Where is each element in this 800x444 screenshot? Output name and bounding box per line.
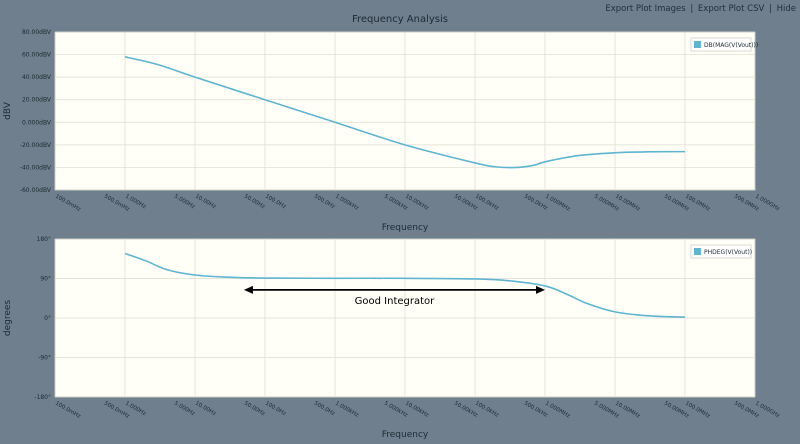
magnitude-xtick-label: 100.0mHz	[54, 194, 81, 213]
magnitude-series-line	[124, 56, 686, 169]
magnitude-xtick-label: 10.00kHz	[404, 194, 430, 212]
phase-y-axis-label: degrees	[3, 300, 13, 337]
magnitude-legend-swatch	[694, 41, 701, 48]
phase-xtick-label: 500.0Hz	[313, 401, 336, 418]
hide-link[interactable]: Hide	[776, 4, 796, 14]
link-separator: |	[690, 4, 694, 14]
phase-xtick-label: 100.0mHz	[54, 401, 81, 420]
magnitude-xtick-label: 5.000Hz	[173, 194, 196, 211]
magnitude-legend-label: DB(MAG(V(Vout)))	[704, 42, 758, 49]
magnitude-ytick-label: 60.00dBV	[22, 52, 52, 59]
phase-xtick-label: 100.0kHz	[474, 401, 500, 419]
phase-legend-label: PHDEG(V(Vout))	[704, 249, 752, 256]
phase-xtick-label: 5.000Hz	[173, 401, 196, 418]
phase-xtick-label: 1.000MHz	[544, 401, 571, 420]
magnitude-ytick-label: -40.00dBV	[20, 164, 52, 171]
magnitude-x-axis-label: Frequency	[382, 223, 429, 233]
annotation-label: Good Integrator	[355, 296, 435, 307]
phase-x-axis-label: Frequency	[382, 430, 429, 440]
magnitude-ytick-label: 0.000dBV	[22, 119, 52, 126]
link-separator: |	[769, 4, 772, 14]
magnitude-ytick-label: 40.00dBV	[22, 74, 52, 81]
phase-legend-swatch	[694, 248, 701, 255]
phase-series-line	[124, 252, 686, 318]
magnitude-xtick-label: 1.000kHz	[334, 194, 360, 212]
phase-ytick-label: 0°	[44, 315, 51, 322]
annotation-arrowhead-left	[243, 285, 253, 294]
magnitude-xtick-label: 100.0kHz	[474, 194, 500, 212]
chart-title: Frequency Analysis	[351, 14, 449, 25]
magnitude-xtick-label: 50.00Hz	[243, 194, 266, 211]
phase-ytick-label: 90°	[40, 276, 51, 283]
magnitude-xtick-label: 100.0Hz	[264, 194, 287, 211]
magnitude-xtick-label: 10.00Hz	[194, 194, 217, 211]
phase-xtick-label: 10.00kHz	[404, 401, 430, 419]
export-plot-csv-link[interactable]: Export Plot CSV	[697, 4, 765, 14]
magnitude-ytick-label: 80.00dBV	[22, 29, 52, 36]
export-links: Export Plot Images | Export Plot CSV | H…	[605, 4, 796, 14]
phase-xtick-label: 100.0Hz	[264, 401, 287, 418]
magnitude-ytick-label: -60.00dBV	[20, 187, 52, 194]
export-plot-images-link[interactable]: Export Plot Images	[605, 4, 686, 14]
magnitude-xtick-label: 1.000MHz	[544, 194, 571, 213]
phase-ytick-label: -90°	[38, 355, 51, 362]
phase-legend	[690, 244, 752, 259]
magnitude-legend	[690, 37, 752, 52]
magnitude-y-axis-label: dBV	[3, 101, 13, 120]
phase-ytick-label: -180°	[34, 394, 51, 401]
magnitude-ytick-label: 20.00dBV	[22, 97, 52, 104]
annotation-arrowhead-right	[536, 285, 545, 294]
magnitude-ytick-label: -20.00dBV	[20, 142, 52, 149]
phase-xtick-label: 10.00Hz	[194, 401, 217, 418]
magnitude-xtick-label: 500.0Hz	[313, 194, 336, 211]
phase-xtick-label: 1.000kHz	[334, 401, 360, 419]
phase-xtick-label: 50.00Hz	[243, 401, 266, 418]
phase-ytick-label: 180°	[37, 236, 51, 243]
